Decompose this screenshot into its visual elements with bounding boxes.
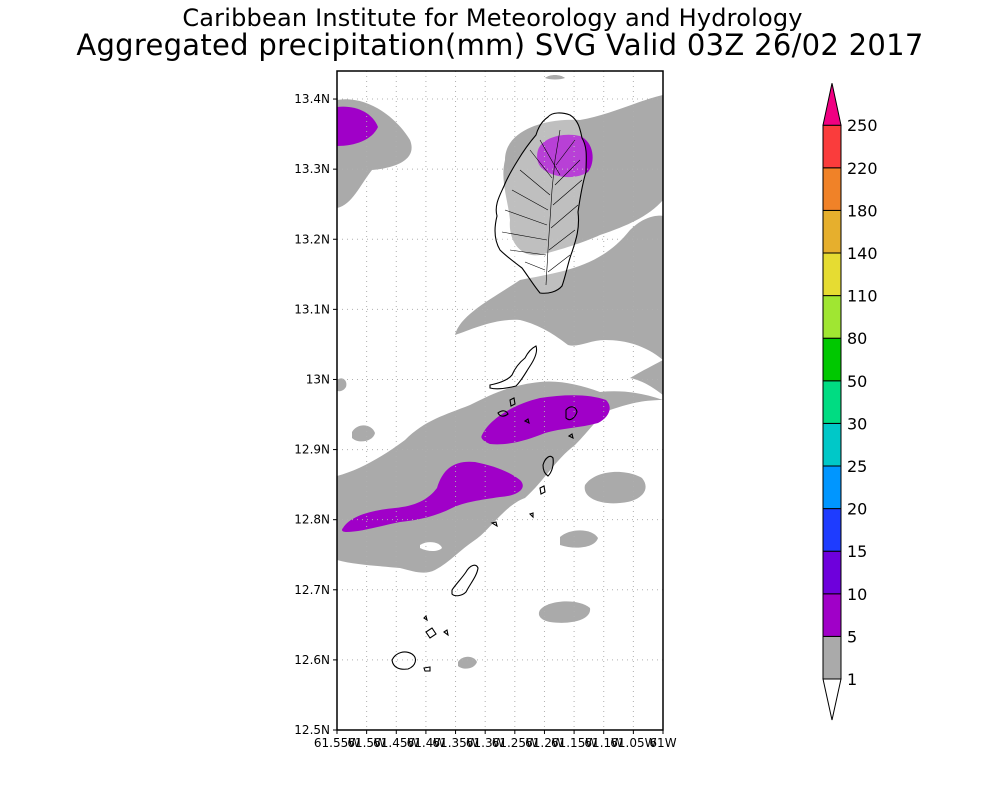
union-island-outline: [542, 455, 554, 477]
lat-tick-label: 13N: [306, 372, 330, 386]
colorbar-segment: [822, 167, 842, 211]
lon-tick-label: 61W: [649, 736, 676, 750]
st-vincent-outline: [494, 112, 587, 294]
colorbar-segment: [822, 593, 842, 637]
colorbar-level-label: 180: [847, 201, 878, 220]
lat-tick-label: 12.6N: [294, 653, 330, 667]
small-island: [425, 627, 437, 639]
st-vincent-rivers: [501, 129, 583, 286]
colorbar-segment: [822, 295, 842, 339]
small-island: [567, 433, 574, 440]
island-outlines: [391, 112, 587, 672]
colorbar-above-arrow: [822, 83, 842, 126]
colorbar-segment: [822, 337, 842, 382]
rain-area-1-5mm: [458, 656, 477, 669]
colorbar-segment: [822, 209, 842, 254]
small-island: [539, 485, 546, 495]
colorbar-level-label: 110: [847, 287, 878, 306]
dry-gap: [420, 542, 442, 551]
bequia-outline: [489, 345, 538, 390]
rain-area-1-5mm: [584, 471, 646, 504]
colorbar-level-label: 80: [847, 329, 867, 348]
colorbar-level-label: 30: [847, 414, 867, 433]
lat-tick-label: 12.5N: [294, 723, 330, 737]
colorbar-segment: [822, 380, 842, 424]
lon-tick-label: 61.1W: [584, 736, 623, 750]
lat-tick-label: 13.2N: [294, 232, 330, 246]
latitude-axis: 13.4N 13.3N 13.2N 13.1N 13N 12.9N 12.8N 12.7N 12…: [294, 92, 337, 737]
colorbar-segment: [822, 465, 842, 510]
rain-area-1-5mm: [337, 378, 347, 392]
colorbar-segment: [822, 508, 842, 552]
map-frame: [336, 70, 664, 731]
lon-tick-label: 61.2W: [525, 736, 564, 750]
colorbar-level-label: 5: [847, 627, 857, 646]
colorbar-segment: [822, 635, 842, 680]
lon-tick-label: 61.4W: [407, 736, 446, 750]
colorbar-level-label: 10: [847, 585, 867, 604]
small-island: [528, 512, 534, 519]
small-island: [509, 397, 516, 407]
lon-tick-label: 61.45W: [373, 736, 419, 750]
colorbar-below-arrow: [822, 678, 842, 721]
colorbar-segment: [822, 550, 842, 595]
colorbar-level-label: 50: [847, 372, 867, 391]
lat-tick-label: 13.3N: [294, 162, 330, 176]
rain-area-1-5mm: [560, 530, 598, 548]
lon-tick-label: 61.05W: [610, 736, 656, 750]
small-island: [423, 614, 428, 622]
small-island: [423, 666, 431, 672]
lon-tick-label: 61.35W: [432, 736, 478, 750]
lat-tick-label: 12.9N: [294, 443, 330, 457]
product-title: Aggregated precipitation(mm) SVG Valid 0…: [76, 28, 924, 62]
rain-area-1-5mm: [545, 75, 565, 80]
lat-tick-label: 12.7N: [294, 583, 330, 597]
lon-tick-label: 61.25W: [492, 736, 538, 750]
colorbar-segment: [822, 252, 842, 297]
rain-area-1-5mm: [538, 601, 591, 623]
canouan-outline: [565, 406, 578, 421]
rain-area-5-10mm: [481, 395, 610, 445]
colorbar-level-label: 140: [847, 244, 878, 263]
colorbar-level-label: 25: [847, 457, 867, 476]
lat-tick-label: 13.1N: [294, 302, 330, 316]
rain-area-5-10mm: [337, 106, 378, 146]
rain-area-5-10mm: [342, 461, 523, 532]
colorbar-level-label: 250: [847, 116, 878, 135]
rain-area-5-10mm: [537, 134, 593, 178]
lon-tick-label: 61.55W: [314, 736, 360, 750]
lat-tick-label: 12.8N: [294, 513, 330, 527]
colorbar-level-label: 220: [847, 159, 878, 178]
colorbar-level-label: 1: [847, 670, 857, 689]
longitude-axis: 61.55W61.5W61.45W61.4W61.35W61.3W61.25W6…: [314, 730, 677, 750]
colorbar-level-label: 20: [847, 500, 867, 519]
small-island: [443, 629, 449, 637]
lon-tick-label: 61.3W: [466, 736, 505, 750]
small-island: [490, 521, 498, 528]
small-island: [523, 418, 530, 425]
rain-area-1-5mm: [337, 215, 663, 573]
rain-area-1-5mm: [595, 296, 625, 320]
institute-title: Caribbean Institute for Meteorology and …: [182, 4, 803, 32]
ronde-island-outline: [391, 651, 417, 670]
colorbar-segment: [822, 124, 842, 169]
mustique-outline: [497, 410, 509, 417]
lon-tick-label: 61.15W: [551, 736, 597, 750]
precipitation-field: [337, 75, 663, 669]
carriacou-outline: [451, 564, 479, 597]
colorbar-level-label: 15: [847, 542, 867, 561]
rain-area-1-5mm: [503, 95, 663, 256]
colorbar-segment: [822, 422, 842, 467]
lat-tick-label: 13.4N: [294, 92, 330, 106]
rain-area-1-5mm: [352, 425, 375, 442]
lon-tick-label: 61.5W: [347, 736, 386, 750]
